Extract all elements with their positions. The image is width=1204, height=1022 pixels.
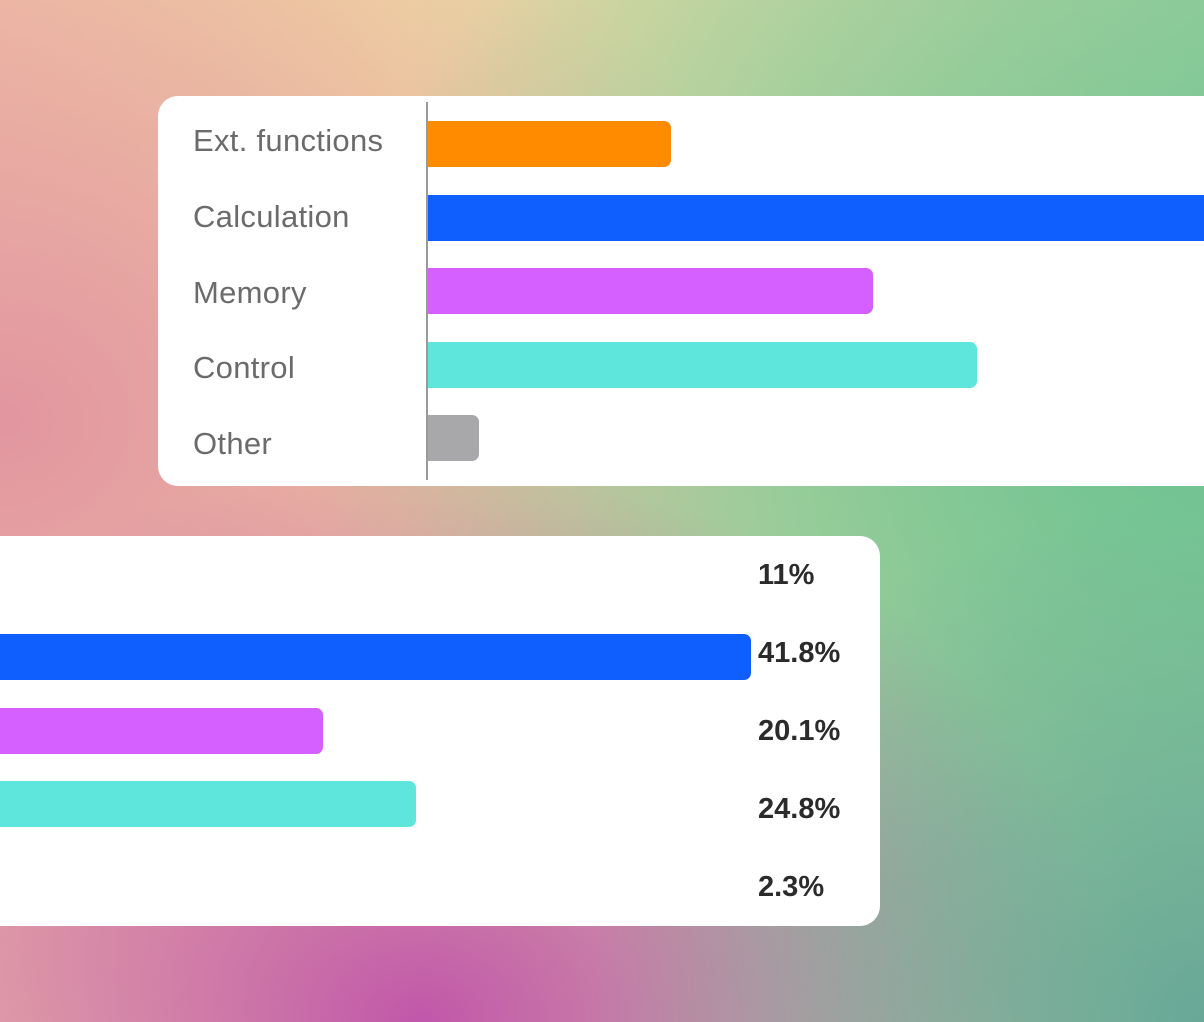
value-label-calculation: 41.8% (758, 637, 841, 669)
value-label-ext-functions: 11% (758, 559, 815, 591)
bar-chart-card-values: 11% 41.8% 20.1% 24.8% 2.3% (0, 536, 880, 926)
category-label-memory: Memory (193, 275, 307, 310)
bar-other (428, 415, 479, 461)
chart-axis-line (426, 102, 428, 480)
bar-ext-functions (428, 121, 672, 167)
bar-memory (0, 707, 324, 754)
bar-control (428, 341, 977, 388)
bar-memory (428, 268, 873, 314)
bar-control (0, 781, 416, 827)
value-label-control: 24.8% (758, 793, 841, 825)
bar-calculation (0, 634, 751, 680)
category-label-control: Control (193, 350, 296, 385)
category-label-other: Other (193, 426, 273, 461)
value-label-other: 2.3% (758, 871, 825, 903)
category-label-calculation: Calculation (193, 199, 350, 234)
value-label-memory: 20.1% (758, 715, 841, 747)
category-label-ext-functions: Ext. functions (193, 123, 384, 158)
bar-chart-card-labels: Ext. functions Calculation Memory Contro… (158, 96, 1204, 486)
bar-calculation (428, 194, 1204, 241)
